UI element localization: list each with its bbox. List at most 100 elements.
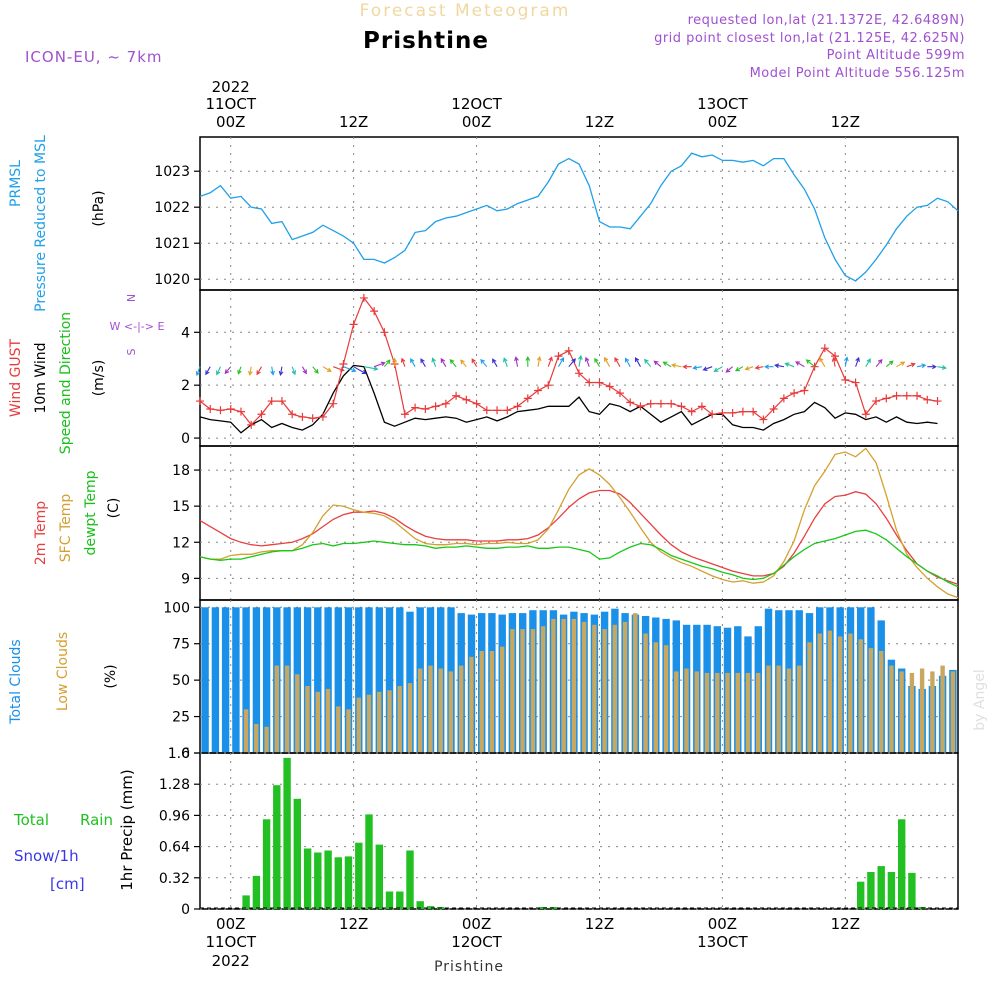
gust-marker [513, 402, 522, 411]
low-cloud-bar [704, 672, 710, 753]
wind-direction-arrow [831, 356, 837, 367]
total-cloud-bar [242, 607, 250, 753]
faded-title: Forecast Meteogram [360, 1, 571, 21]
gust-marker [431, 402, 440, 411]
wind-direction-arrow [725, 366, 733, 373]
rain-bar [252, 875, 261, 909]
low-cloud-bar [295, 674, 300, 753]
gust-marker [615, 389, 624, 398]
wind-direction-arrow [577, 354, 583, 367]
gust-marker [421, 404, 430, 413]
temp-unit: (C) [106, 498, 122, 519]
wind-direction-arrow [795, 361, 805, 368]
wind-direction-arrow [322, 366, 332, 372]
y-tick-label: 12 [172, 535, 190, 551]
low-cloud-bar [612, 624, 617, 753]
panel-pressure: 1020 1021 1022 1023 PRMSL Pressure Reduced to… [8, 135, 959, 312]
low-cloud-bar [653, 642, 658, 753]
requested-coords: requested lon,lat (21.1372E, 42.6489N) [688, 13, 965, 28]
low-cloud-bar [356, 697, 361, 753]
wind-direction-arrow [205, 366, 211, 376]
total-cloud-bar [232, 607, 240, 753]
rain-bar [283, 757, 291, 909]
wind-direction-arrow [558, 356, 565, 367]
wind-direction-arrow [353, 366, 367, 375]
wind-direction-arrow [216, 366, 221, 376]
gust-marker [769, 404, 778, 413]
rain-bar [426, 906, 435, 909]
total-cloud-bar [344, 607, 353, 753]
wind-direction-arrow [420, 358, 426, 367]
wind-direction-arrow [885, 360, 894, 368]
panel-temperature: 9 12 15 18 2m Temp SFC Temp dewpt Temp (C) [33, 445, 959, 601]
panel-clouds: 0 25 50 75 100 Total Clouds Low Clouds (%) [8, 599, 959, 762]
wind-direction-arrow [844, 356, 849, 367]
top-hour-label: 12Z [339, 113, 368, 131]
rain-bar [273, 785, 281, 909]
gust-marker [872, 397, 881, 406]
wind-direction-arrow [460, 359, 467, 368]
low-cloud-bar [694, 671, 699, 753]
y-tick-label: 25 [172, 710, 190, 726]
rain-bar [293, 798, 301, 909]
low-cloud-bar [448, 671, 454, 753]
low-cloud-bar [315, 691, 320, 753]
panels: 1020 1021 1022 1023 PRMSL Pressure Reduced to… [8, 135, 959, 918]
wind-direction-arrow [400, 357, 406, 367]
low-cloud-bar [592, 624, 597, 753]
y-tick-label: 50 [172, 673, 190, 689]
gust-marker [626, 398, 635, 407]
low-cloud-bar [305, 686, 310, 753]
total-cloud-bar [396, 607, 404, 753]
low-cloud-bar [284, 665, 290, 753]
low-cloud-bar [264, 726, 269, 753]
low-cloud-bar [602, 629, 607, 753]
wind-direction-arrow [906, 362, 916, 368]
total-cloud-bar [355, 607, 363, 753]
wind-direction-arrow [784, 362, 795, 368]
gust-marker [288, 410, 297, 419]
gust-marker [257, 410, 266, 419]
total-cloud-bar [324, 607, 332, 753]
gust-marker [308, 414, 317, 423]
low-cloud-bar [561, 618, 566, 753]
low-cloud-bar [540, 626, 546, 753]
panel-frame [199, 445, 959, 601]
total-cloud-bar [211, 607, 220, 753]
gust-marker [226, 404, 235, 413]
low-cloud-bar [366, 694, 372, 753]
low-cloud-bar [766, 665, 771, 753]
gust-marker [738, 407, 747, 416]
wind-label: 10m Wind [33, 342, 49, 413]
low-cloud-bar [622, 621, 628, 753]
wind-direction-arrow [224, 366, 232, 375]
snow-unit-label: [cm] [50, 875, 85, 893]
low-cloud-bar [786, 668, 792, 753]
bottom-year-label: 2022 [212, 952, 250, 970]
gust-marker [779, 394, 788, 403]
y-tick-label: 1.28 [159, 777, 190, 793]
gust-label: Wind GUST [8, 338, 24, 417]
gust-marker [913, 391, 922, 400]
gust-marker [370, 307, 379, 316]
gust-marker [298, 412, 307, 421]
low-cloud-bar [377, 691, 382, 753]
gust-marker [318, 412, 327, 421]
y-tick-label: 100 [163, 600, 190, 616]
gust-marker [605, 382, 614, 391]
top-hour-label: 00Z [462, 113, 491, 131]
gust-marker [759, 415, 768, 424]
total-cloud-bar [314, 607, 322, 753]
wind-direction-arrow [744, 366, 754, 371]
low-cloud-bar [274, 665, 279, 753]
low-clouds-label: Low Clouds [55, 632, 71, 711]
total-cloud-bar [201, 607, 209, 753]
y-tick-label: 15 [172, 499, 190, 515]
wind-direction-arrow [713, 366, 723, 372]
low-cloud-bar [735, 672, 740, 753]
low-cloud-bar [715, 672, 720, 753]
pressure-line [199, 152, 959, 282]
rain-bar [877, 866, 885, 909]
low-cloud-bar [571, 618, 577, 753]
